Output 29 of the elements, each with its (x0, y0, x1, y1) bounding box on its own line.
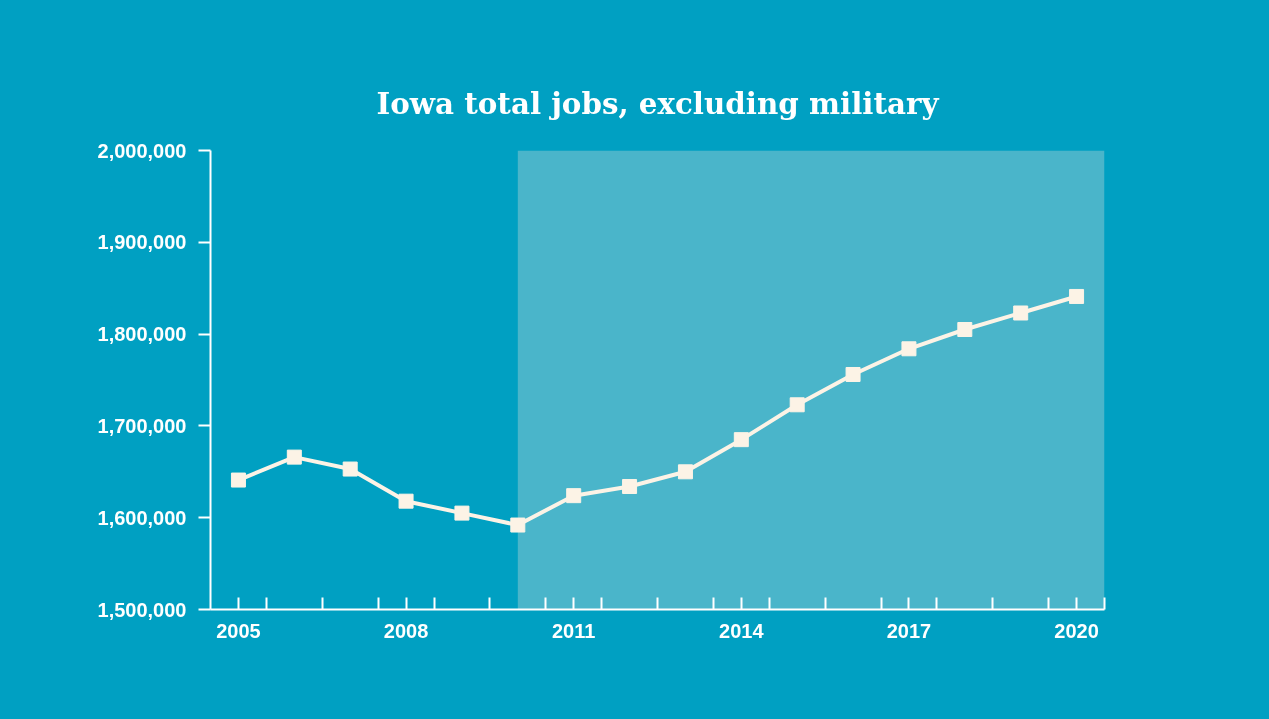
y-tick-label: 1,700,000 (97, 414, 187, 437)
point (230, 472, 246, 488)
y-tick-label: 1,600,000 (97, 506, 187, 529)
point (733, 432, 749, 448)
point (957, 322, 973, 338)
point (622, 478, 638, 494)
x-tick-label: 2020 (1054, 619, 1099, 642)
x-tick-label: 2014 (719, 619, 765, 642)
point (398, 493, 414, 509)
point (1069, 288, 1085, 304)
point (1013, 305, 1029, 321)
y-tick-label: 1,900,000 (97, 231, 187, 254)
point (342, 461, 358, 477)
point (845, 366, 861, 382)
x-tick-label: 2017 (886, 619, 932, 642)
chart-title: Iowa total jobs, excluding military (376, 85, 940, 121)
point (510, 517, 526, 533)
point (677, 464, 693, 480)
x-tick-label: 2011 (551, 619, 596, 642)
point (286, 449, 302, 465)
x-tick-label: 2008 (383, 619, 429, 642)
point (454, 505, 470, 521)
x-tick-label: 2005 (216, 619, 261, 642)
y-tick-label: 2,000,000 (97, 139, 187, 162)
y-tick-label: 1,800,000 (97, 323, 187, 346)
point (901, 341, 917, 357)
point (566, 488, 582, 504)
y-tick-label: 1,500,000 (97, 598, 187, 621)
point (789, 397, 805, 413)
